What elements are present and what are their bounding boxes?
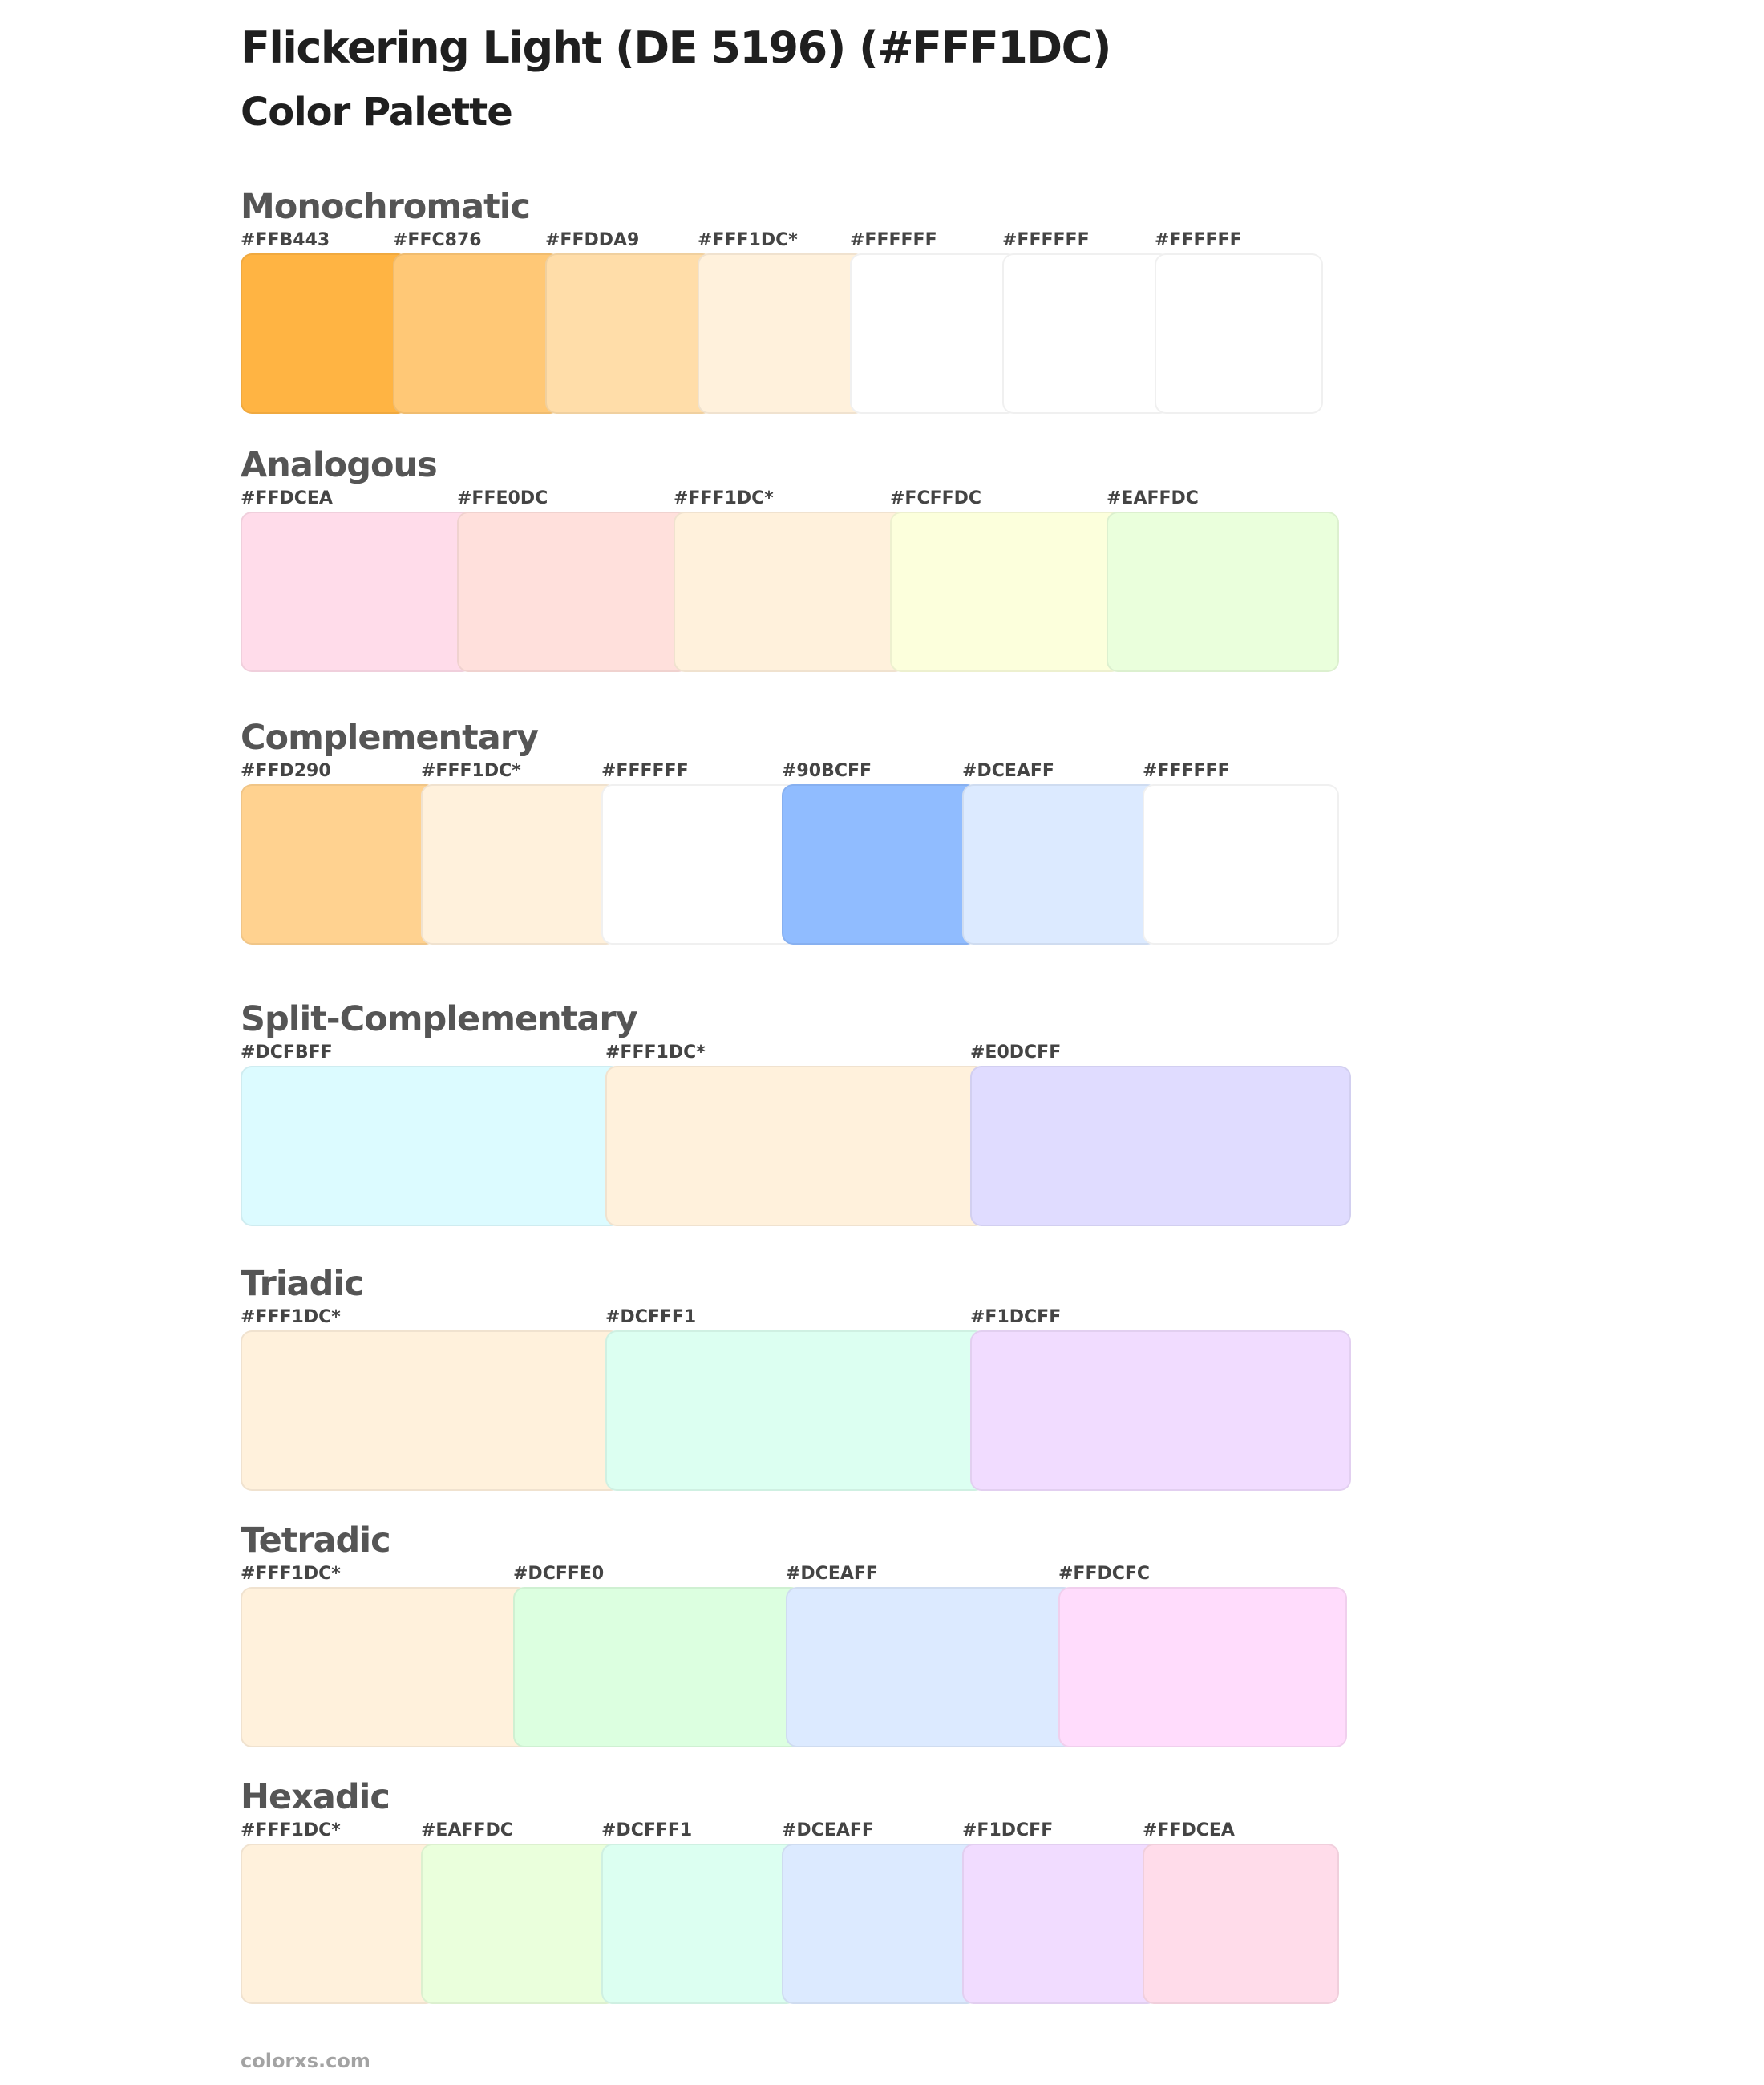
color-swatch[interactable] xyxy=(241,1330,621,1491)
hex-label: #FFFFFF xyxy=(1143,761,1230,781)
color-swatch[interactable] xyxy=(674,512,906,672)
section-complementary: Complementary #FFD290 #FFF1DC* #FFFFFF #90BC… xyxy=(241,717,1363,945)
section-title: Monochromatic xyxy=(241,187,531,227)
color-swatch[interactable] xyxy=(1058,1587,1347,1747)
swatch-row xyxy=(241,784,1363,945)
hex-labels-row: #FFD290 #FFF1DC* #FFFFFF #90BCFF #DCEAFF #FFF… xyxy=(241,760,1363,784)
hex-label: #FFC876 xyxy=(393,230,482,250)
color-swatch[interactable] xyxy=(421,1844,617,2004)
swatch-row xyxy=(241,1587,1363,1747)
section-analogous: Analogous #FFDCEA #FFE0DC #FFF1DC* #FCFFDC #E… xyxy=(241,444,1363,672)
color-swatch[interactable] xyxy=(241,1844,437,2004)
hex-label: #FFF1DC* xyxy=(698,230,798,250)
color-swatch[interactable] xyxy=(241,512,473,672)
hex-label: #EAFFDC xyxy=(421,1820,513,1840)
hex-label: #F1DCFF xyxy=(970,1307,1062,1327)
color-swatch[interactable] xyxy=(962,784,1159,945)
hex-label: #FFD290 xyxy=(241,761,331,781)
section-hexadic: Hexadic #FFF1DC* #EAFFDC #DCFFF1 #DCEAFF #F1D… xyxy=(241,1776,1363,2004)
section-title: Triadic xyxy=(241,1264,365,1304)
color-swatch[interactable] xyxy=(1143,1844,1339,2004)
color-swatch[interactable] xyxy=(241,1066,621,1226)
color-swatch[interactable] xyxy=(782,784,978,945)
hex-label: #FFF1DC* xyxy=(674,488,774,508)
hex-labels-row: #FFF1DC* #DCFFE0 #DCEAFF #FFDCFC xyxy=(241,1563,1363,1587)
color-swatch[interactable] xyxy=(786,1587,1074,1747)
color-swatch[interactable] xyxy=(605,1330,986,1491)
swatch-row xyxy=(241,512,1363,672)
hex-labels-row: #DCFBFF #FFF1DC* #E0DCFF xyxy=(241,1042,1363,1066)
hex-label: #FFFFFF xyxy=(1002,230,1090,250)
hex-label: #FFF1DC* xyxy=(241,1820,341,1840)
hex-label: #DCFFF1 xyxy=(601,1820,693,1840)
swatch-row xyxy=(241,1844,1363,2004)
hex-label: #FFDDA9 xyxy=(545,230,640,250)
color-swatch[interactable] xyxy=(457,512,690,672)
hex-label: #FCFFDC xyxy=(890,488,982,508)
color-swatch[interactable] xyxy=(601,1844,798,2004)
section-triadic: Triadic #FFF1DC* #DCFFF1 #F1DCFF xyxy=(241,1263,1363,1491)
hex-label: #FFDCEA xyxy=(1143,1820,1235,1840)
hex-label: #FFF1DC* xyxy=(605,1042,706,1063)
color-swatch[interactable] xyxy=(241,1587,529,1747)
hex-label: #FFFFFF xyxy=(1155,230,1242,250)
color-swatch[interactable] xyxy=(1002,253,1171,414)
color-swatch[interactable] xyxy=(421,784,617,945)
hex-labels-row: #FFDCEA #FFE0DC #FFF1DC* #FCFFDC #EAFFDC xyxy=(241,488,1363,512)
section-title: Tetradic xyxy=(241,1520,391,1561)
site-footer[interactable]: colorxs.com xyxy=(241,2050,370,2072)
section-split-complementary: Split-Complementary #DCFBFF #FFF1DC* #E0DCF… xyxy=(241,998,1363,1226)
page-title: Flickering Light (DE 5196) (#FFF1DC) xyxy=(241,22,1111,73)
hex-label: #E0DCFF xyxy=(970,1042,1062,1063)
hex-label: #DCFFF1 xyxy=(605,1307,697,1327)
hex-label: #90BCFF xyxy=(782,761,872,781)
section-title: Split-Complementary xyxy=(241,999,638,1039)
hex-label: #FFDCEA xyxy=(241,488,333,508)
swatch-row xyxy=(241,1330,1363,1491)
hex-label: #DCFFE0 xyxy=(513,1564,605,1584)
hex-label: #FFDCFC xyxy=(1058,1564,1151,1584)
hex-label: #FFFFFF xyxy=(850,230,937,250)
hex-label: #FFF1DC* xyxy=(421,761,521,781)
swatch-row xyxy=(241,1066,1363,1226)
color-swatch[interactable] xyxy=(970,1330,1351,1491)
color-swatch[interactable] xyxy=(962,1844,1159,2004)
swatch-row xyxy=(241,253,1363,414)
section-title: Complementary xyxy=(241,718,539,758)
color-swatch[interactable] xyxy=(1155,253,1323,414)
hex-labels-row: #FFF1DC* #EAFFDC #DCFFF1 #DCEAFF #F1DCFF #FFD… xyxy=(241,1820,1363,1844)
color-swatch[interactable] xyxy=(241,253,409,414)
color-swatch[interactable] xyxy=(782,1844,978,2004)
hex-label: #EAFFDC xyxy=(1107,488,1199,508)
color-swatch[interactable] xyxy=(890,512,1123,672)
color-swatch[interactable] xyxy=(970,1066,1351,1226)
color-swatch[interactable] xyxy=(393,253,561,414)
hex-label: #FFF1DC* xyxy=(241,1307,341,1327)
section-tetradic: Tetradic #FFF1DC* #DCFFE0 #DCEAFF #FFDCFC xyxy=(241,1520,1363,1747)
hex-label: #FFF1DC* xyxy=(241,1564,341,1584)
section-title: Analogous xyxy=(241,445,438,485)
section-monochromatic: Monochromatic #FFB443 #FFC876 #FFDDA9 #FFF1D… xyxy=(241,186,1363,414)
hex-label: #DCEAFF xyxy=(786,1564,878,1584)
page-subtitle: Color Palette xyxy=(241,90,513,135)
color-swatch[interactable] xyxy=(545,253,714,414)
hex-label: #FFFFFF xyxy=(601,761,689,781)
color-swatch[interactable] xyxy=(601,784,798,945)
hex-label: #DCFBFF xyxy=(241,1042,333,1063)
hex-label: #FFB443 xyxy=(241,230,330,250)
hex-labels-row: #FFF1DC* #DCFFF1 #F1DCFF xyxy=(241,1306,1363,1330)
hex-labels-row: #FFB443 #FFC876 #FFDDA9 #FFF1DC* #FFFFFF #FFF… xyxy=(241,229,1363,253)
color-swatch[interactable] xyxy=(513,1587,802,1747)
hex-label: #DCEAFF xyxy=(962,761,1054,781)
color-swatch[interactable] xyxy=(1143,784,1339,945)
color-swatch[interactable] xyxy=(850,253,1018,414)
color-swatch[interactable] xyxy=(1107,512,1339,672)
hex-label: #F1DCFF xyxy=(962,1820,1054,1840)
section-title: Hexadic xyxy=(241,1777,390,1817)
color-swatch[interactable] xyxy=(241,784,437,945)
hex-label: #DCEAFF xyxy=(782,1820,874,1840)
color-swatch[interactable] xyxy=(605,1066,986,1226)
hex-label: #FFE0DC xyxy=(457,488,548,508)
color-swatch[interactable] xyxy=(698,253,866,414)
